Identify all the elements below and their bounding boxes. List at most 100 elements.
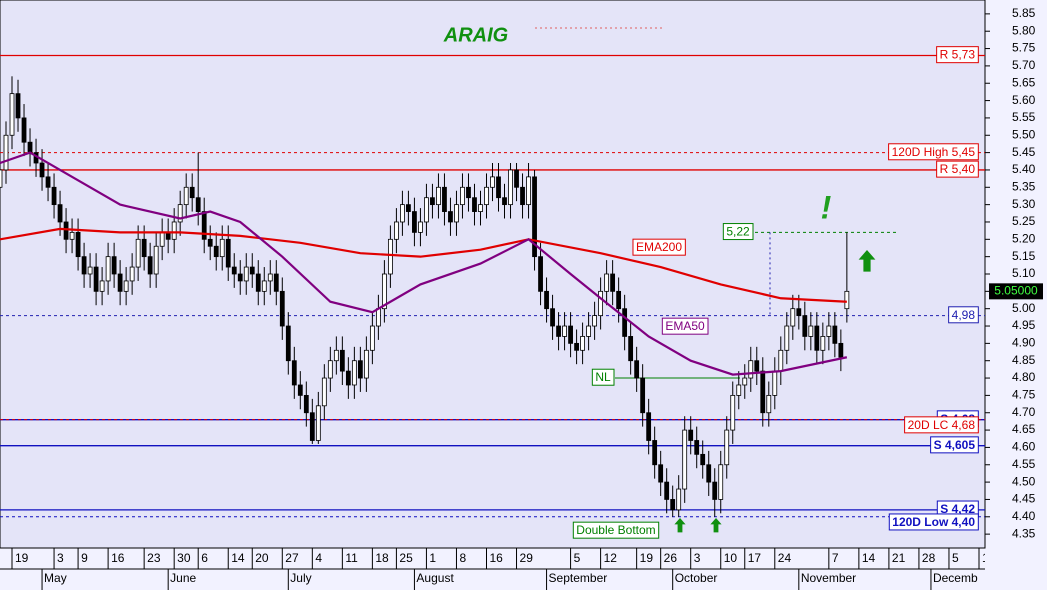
label-box xyxy=(591,368,615,386)
candle-body xyxy=(706,464,712,483)
candle-body xyxy=(730,394,736,431)
chart-title: ARAIG xyxy=(443,24,508,46)
candle-body xyxy=(39,162,45,178)
candle-body xyxy=(478,204,483,212)
candle-body xyxy=(790,308,796,327)
label-box xyxy=(904,416,979,434)
candle-body xyxy=(814,325,820,351)
candle-body xyxy=(303,394,309,414)
candle-body xyxy=(844,290,850,310)
x-tick-label: 9 xyxy=(81,551,88,565)
target-label: 5,22 xyxy=(726,225,750,239)
candle-body xyxy=(375,308,381,327)
candle-body xyxy=(249,266,255,275)
candle-body xyxy=(357,360,363,379)
candle-body xyxy=(99,280,105,292)
candle-body xyxy=(586,325,591,337)
y-tick-label: 4.65 xyxy=(1012,422,1036,436)
ma-line xyxy=(0,151,848,376)
candle-body xyxy=(111,256,117,275)
neckline-label: NL xyxy=(595,370,611,384)
month-label: July xyxy=(290,571,311,585)
candle-body xyxy=(363,349,369,379)
candle-body xyxy=(646,412,652,441)
y-tick-label: 5.25 xyxy=(1012,214,1036,228)
y-tick-label: 5.35 xyxy=(1012,179,1036,193)
x-tick-label: 3 xyxy=(694,551,701,565)
candle-body xyxy=(712,481,718,500)
candle-body xyxy=(532,176,537,258)
y-tick-label: 4.80 xyxy=(1012,370,1036,384)
candle-body xyxy=(189,186,195,199)
candle-body xyxy=(105,256,111,282)
level-label: 120D High 5,45 xyxy=(892,145,976,159)
x-tick-label: 12 xyxy=(982,551,996,565)
candle-body xyxy=(838,342,844,358)
y-tick-label: 4.60 xyxy=(1012,440,1036,454)
candle-body xyxy=(802,315,808,337)
candle-body xyxy=(526,176,531,206)
candle-body xyxy=(369,325,375,351)
candle-body xyxy=(9,93,15,136)
series-name: EMA50 xyxy=(665,319,705,333)
candle-body xyxy=(628,336,634,362)
x-axis: 19 3 9 16 23 30 6 14 20 27 4 11 18 25 1 8 16 29 5 12 19 26 3 10… xyxy=(11,548,996,590)
candle-body xyxy=(51,186,57,206)
plot-area xyxy=(0,0,986,549)
candle-body xyxy=(15,93,21,119)
candle-body xyxy=(81,256,87,275)
candle-body xyxy=(466,186,471,199)
x-tick-label: 28 xyxy=(922,551,936,565)
y-tick-label: 5.45 xyxy=(1012,145,1036,159)
x-tick-label: 18 xyxy=(375,551,389,565)
y-tick-label: 4.90 xyxy=(1012,336,1036,350)
y-tick-label: 5.55 xyxy=(1012,110,1036,124)
candle-body xyxy=(123,280,129,292)
candle-body xyxy=(514,169,519,188)
alert-mark: ! xyxy=(821,189,832,225)
candle-body xyxy=(231,266,237,275)
x-tick-label: 17 xyxy=(748,551,762,565)
candle-body xyxy=(406,204,411,212)
candle-body xyxy=(225,238,231,268)
candle-body xyxy=(21,117,27,143)
candle-body xyxy=(177,204,183,223)
arrow xyxy=(858,250,876,272)
x-tick-label: 10 xyxy=(724,551,738,565)
y-tick-label: 4.55 xyxy=(1012,457,1036,471)
candle-body xyxy=(424,197,429,223)
candle-body xyxy=(700,453,706,466)
x-tick-label: 21 xyxy=(892,551,906,565)
y-tick-label: 5.40 xyxy=(1012,162,1036,176)
candle-body xyxy=(754,360,760,372)
y-tick-label: 4.50 xyxy=(1012,474,1036,488)
candle-body xyxy=(610,273,616,292)
candle-body xyxy=(784,325,790,351)
y-tick-label: 4.85 xyxy=(1012,353,1036,367)
candle-body xyxy=(682,429,688,490)
candle-body xyxy=(496,176,501,199)
month-label: November xyxy=(801,571,856,585)
level-label: S 4,605 xyxy=(934,438,976,452)
month-label: May xyxy=(44,571,67,585)
candle-body xyxy=(670,499,676,511)
candle-body xyxy=(297,384,303,396)
candle-body xyxy=(436,186,441,206)
arrow xyxy=(674,518,686,533)
candle-body xyxy=(616,290,622,310)
y-tick-label: 5.75 xyxy=(1012,41,1036,55)
candle-body xyxy=(147,256,153,275)
x-tick-label: 26 xyxy=(664,551,678,565)
candle-body xyxy=(484,186,489,206)
candle-body xyxy=(351,360,357,386)
x-tick-label: 14 xyxy=(862,551,876,565)
candle-body xyxy=(195,197,201,212)
x-tick-label: 5 xyxy=(574,551,581,565)
y-tick-label: 5.65 xyxy=(1012,75,1036,89)
candle-body xyxy=(604,273,610,292)
x-tick-label: 25 xyxy=(399,551,413,565)
candle-body xyxy=(550,308,555,327)
candle-body xyxy=(93,266,99,292)
candle-body xyxy=(742,377,748,386)
x-tick-label: 11 xyxy=(345,551,358,565)
